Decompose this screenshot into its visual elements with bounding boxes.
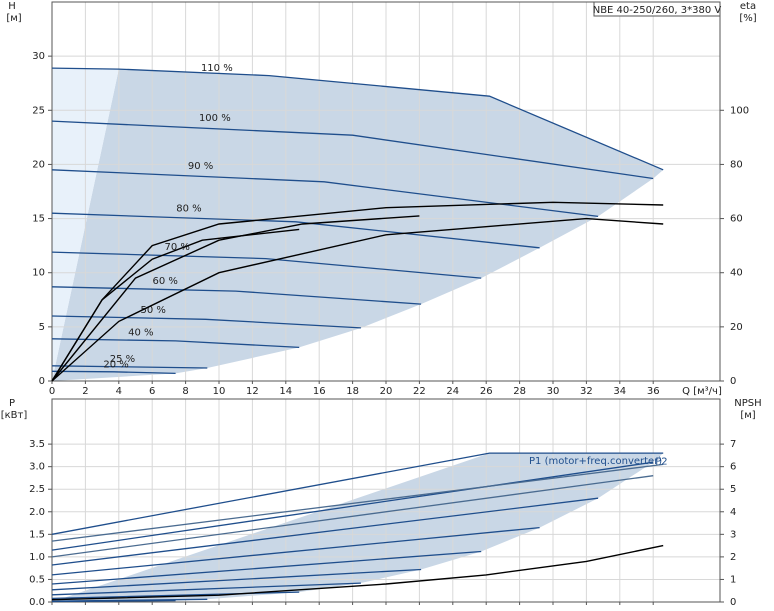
x-tick-label: 16	[313, 386, 326, 397]
series-label: 90 %	[188, 161, 213, 172]
annotation: P2	[655, 456, 667, 467]
x-tick-label: 32	[580, 386, 593, 397]
y-axis-label: H	[8, 1, 16, 12]
curve	[51, 599, 176, 603]
y-tick-label: 15	[32, 214, 45, 225]
y-tick-label: 25	[32, 105, 45, 116]
y-tick-label: 20	[32, 159, 45, 170]
annotation: P1 (motor+freq.converter)	[529, 456, 662, 467]
y2-tick-label: 0	[730, 597, 736, 608]
y2-tick-label: 3	[730, 529, 736, 540]
y2-tick-label: 1	[730, 574, 736, 585]
series-label: 100 %	[199, 113, 231, 124]
y2-tick-label: 80	[730, 159, 743, 170]
y2-tick-label: 60	[730, 214, 743, 225]
x-tick-label: 12	[246, 386, 259, 397]
series-label: 80 %	[176, 204, 201, 215]
y2-tick-label: 5	[730, 484, 736, 495]
x-tick-label: 22	[413, 386, 426, 397]
curve	[51, 497, 599, 566]
y-tick-label: 10	[32, 268, 45, 279]
y-axis-unit: [кВт]	[1, 410, 28, 421]
secondary-curve	[51, 544, 664, 601]
y2-axis-label: eta	[740, 1, 756, 12]
y-tick-label: 3.0	[29, 462, 45, 473]
curve	[51, 461, 654, 551]
x-tick-label: 36	[647, 386, 660, 397]
series-label: 40 %	[128, 327, 153, 338]
y2-tick-label: 100	[730, 105, 749, 116]
curve	[51, 568, 422, 591]
curve	[51, 169, 599, 218]
y2-axis-unit: [%]	[739, 13, 756, 24]
operating-range	[52, 69, 664, 381]
x-tick-label: 14	[279, 386, 292, 397]
y-axis-label: P	[9, 398, 15, 409]
y-tick-label: 5	[39, 322, 45, 333]
y2-tick-label: 6	[730, 462, 736, 473]
secondary-curve	[51, 217, 664, 382]
curve	[51, 365, 208, 369]
y-tick-label: 2.0	[29, 507, 45, 518]
curve	[51, 120, 654, 180]
x-tick-label: 26	[480, 386, 493, 397]
y-tick-label: 1.0	[29, 552, 45, 563]
curve	[51, 582, 361, 596]
y-tick-label: 0.5	[29, 574, 45, 585]
x-tick-label: 20	[380, 386, 393, 397]
curve	[51, 67, 664, 171]
x-tick-label: 2	[82, 386, 88, 397]
curve	[51, 550, 482, 585]
secondary-curve	[51, 228, 300, 382]
curve	[51, 212, 540, 249]
y-tick-label: 2.5	[29, 484, 45, 495]
y-tick-label: 0	[39, 376, 45, 387]
curve	[51, 338, 300, 349]
y-tick-label: 3.5	[29, 439, 45, 450]
y-axis-unit: [м]	[6, 13, 21, 24]
x-tick-label: 34	[613, 386, 626, 397]
x-tick-label: 18	[346, 386, 359, 397]
y2-tick-label: 40	[730, 268, 743, 279]
y2-tick-label: 4	[730, 507, 736, 518]
curve	[51, 475, 654, 558]
y2-axis-unit: [м]	[740, 410, 755, 421]
curve	[51, 251, 482, 279]
secondary-curve	[51, 215, 420, 382]
x-tick-label: 4	[116, 386, 122, 397]
y2-tick-label: 20	[730, 322, 743, 333]
series-label: 70 %	[165, 242, 190, 253]
series-label: 110 %	[201, 63, 233, 74]
curve	[51, 370, 176, 375]
x-tick-label: 6	[149, 386, 155, 397]
curve	[51, 463, 664, 542]
y2-tick-label: 0	[730, 376, 736, 387]
chart-title: NBE 40-250/260, 3*380 V	[593, 5, 722, 16]
series-label: 25 %	[110, 354, 135, 365]
curve	[51, 526, 540, 576]
x-tick-label: 30	[547, 386, 560, 397]
x-tick-label: 28	[513, 386, 526, 397]
series-label: 50 %	[140, 305, 165, 316]
x-axis-label: Q [м³/ч]	[682, 386, 722, 397]
y-tick-label: 30	[32, 51, 45, 62]
y-tick-label: 0.0	[29, 597, 45, 608]
x-tick-label: 10	[213, 386, 226, 397]
x-tick-label: 24	[446, 386, 459, 397]
y2-axis-label: NPSH	[734, 398, 761, 409]
series-label: 20 %	[103, 359, 128, 370]
title-box	[593, 1, 721, 17]
x-tick-label: 0	[49, 386, 55, 397]
y2-tick-label: 7	[730, 439, 736, 450]
series-label: 60 %	[153, 276, 178, 287]
y2-tick-label: 2	[730, 552, 736, 563]
x-tick-label: 8	[182, 386, 188, 397]
y-tick-label: 1.5	[29, 529, 45, 540]
curve	[51, 452, 664, 535]
